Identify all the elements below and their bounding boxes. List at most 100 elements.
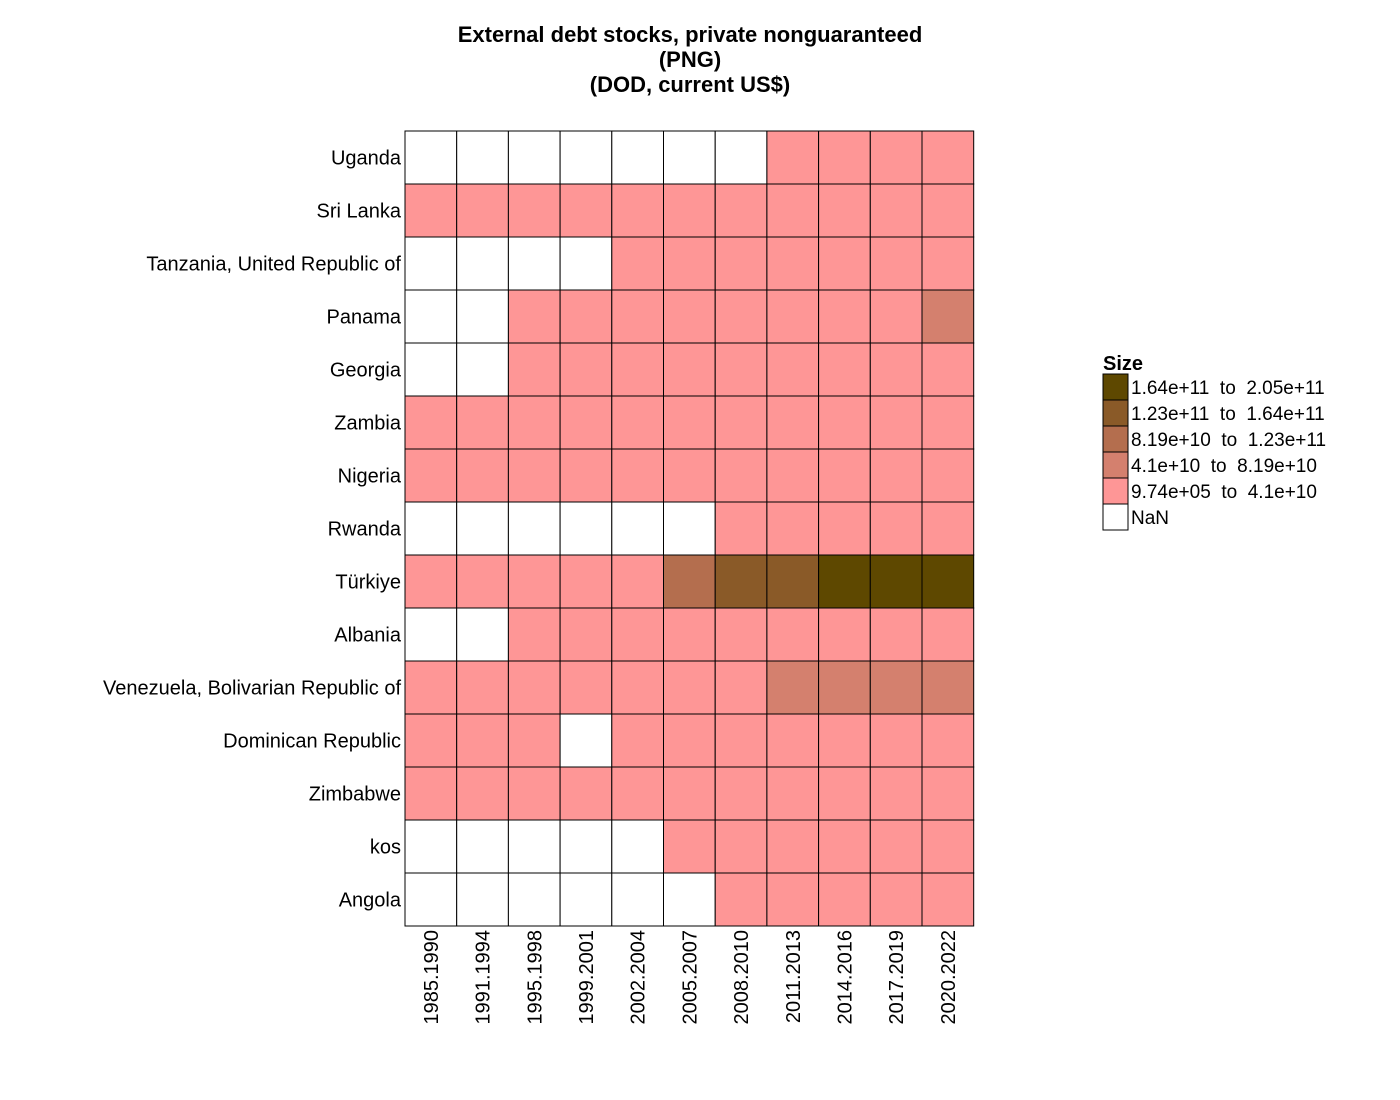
heatmap-cell <box>818 289 871 344</box>
heatmap-cell <box>921 660 975 715</box>
heatmap-cell <box>611 554 664 609</box>
heatmap-cell <box>869 395 923 450</box>
y-tick-label: Türkiye <box>335 572 401 594</box>
heatmap-cell <box>663 607 716 662</box>
heatmap-cell <box>404 395 458 450</box>
y-tick-label: Albania <box>334 625 402 647</box>
heatmap-cell <box>818 395 871 450</box>
legend-swatch <box>1102 399 1129 427</box>
y-tick-label: Zimbabwe <box>309 784 401 806</box>
heatmap-cell <box>559 554 613 609</box>
heatmap-cell <box>921 872 975 927</box>
heatmap-cell <box>559 872 613 927</box>
heatmap-cell <box>663 342 716 397</box>
heatmap-cell <box>818 236 871 291</box>
legend-swatch <box>1102 373 1129 401</box>
heatmap-cell <box>714 554 768 609</box>
heatmap-cell <box>869 607 923 662</box>
heatmap-cell <box>559 713 613 768</box>
heatmap-cell <box>404 872 458 927</box>
x-tick-label: 2017.2019 <box>886 930 908 1025</box>
x-tick-label: 2008.2010 <box>731 930 753 1025</box>
heatmap-cell <box>404 501 458 556</box>
legend-label: NaN <box>1131 508 1169 529</box>
heatmap-cell <box>869 183 923 238</box>
heatmap-cell <box>611 872 664 927</box>
heatmap-cell <box>869 342 923 397</box>
y-tick-label: kos <box>370 837 401 859</box>
heatmap-cell <box>456 660 509 715</box>
y-tick-label: Tanzania, United Republic of <box>146 254 401 276</box>
chart-title-line-1: External debt stocks, private nonguarant… <box>457 22 923 47</box>
heatmap-cell <box>869 289 923 344</box>
heatmap-cell <box>611 342 664 397</box>
heatmap-cell <box>766 660 820 715</box>
heatmap-cell <box>507 183 561 238</box>
heatmap-cell <box>456 236 509 291</box>
heatmap-cell <box>663 713 716 768</box>
heatmap-cell <box>404 289 458 344</box>
heatmap-cell <box>456 130 509 185</box>
heatmap-cell <box>818 713 871 768</box>
heatmap-cell <box>559 766 613 821</box>
heatmap-cell <box>714 289 768 344</box>
heatmap-cell <box>611 236 664 291</box>
heatmap-cell <box>456 713 509 768</box>
heatmap-cell <box>559 183 613 238</box>
heatmap-cell <box>921 554 975 609</box>
y-tick-label: Venezuela, Bolivarian Republic of <box>103 678 401 700</box>
heatmap-cell <box>869 819 923 874</box>
heatmap-cell <box>456 766 509 821</box>
heatmap-cell <box>456 607 509 662</box>
chart-title-line-2: (PNG) <box>658 47 722 72</box>
heatmap-cell <box>611 130 664 185</box>
heatmap-cell <box>714 501 768 556</box>
heatmap-cell <box>456 448 509 503</box>
heatmap-cell <box>507 342 561 397</box>
y-tick-label: Zambia <box>334 413 402 435</box>
heatmap-cell <box>559 819 613 874</box>
heatmap-cell <box>818 819 871 874</box>
heatmap-cell <box>921 501 975 556</box>
heatmap-cell <box>714 872 768 927</box>
heatmap-cell <box>663 872 716 927</box>
heatmap-cell <box>766 554 820 609</box>
heatmap-cell <box>818 501 871 556</box>
heatmap-cell <box>714 819 768 874</box>
legend-label: 9.74e+05 to 4.1e+10 <box>1131 482 1317 503</box>
heatmap-cell <box>404 819 458 874</box>
heatmap-cell <box>869 448 923 503</box>
heatmap-cell <box>714 448 768 503</box>
heatmap-cell <box>714 130 768 185</box>
heatmap-cell <box>921 289 975 344</box>
heatmap-cell <box>559 130 613 185</box>
heatmap-cell <box>559 660 613 715</box>
heatmap-cell <box>921 819 975 874</box>
heatmap-cell <box>404 130 458 185</box>
x-tick-label: 2014.2016 <box>834 930 856 1025</box>
y-tick-label: Rwanda <box>328 519 402 541</box>
heatmap-cell <box>456 554 509 609</box>
heatmap-cell <box>921 183 975 238</box>
heatmap-cell <box>559 289 613 344</box>
heatmap-cell <box>663 130 716 185</box>
legend-swatch <box>1102 477 1129 505</box>
heatmap-cell <box>456 183 509 238</box>
heatmap-cell <box>714 607 768 662</box>
heatmap-cell <box>507 766 561 821</box>
x-tick-label: 1985.1990 <box>421 930 443 1025</box>
heatmap-cell <box>921 713 975 768</box>
heatmap-cell <box>507 289 561 344</box>
heatmap-cell <box>766 448 820 503</box>
heatmap-cell <box>818 130 871 185</box>
x-axis-labels: 1985.1990 1991.1994 1995.1998 1999.2001 2002… <box>421 930 960 1025</box>
heatmap-cell <box>818 660 871 715</box>
heatmap-cell <box>404 766 458 821</box>
heatmap-cell <box>766 607 820 662</box>
heatmap-cell <box>869 501 923 556</box>
heatmap-cell <box>921 342 975 397</box>
heatmap-cell <box>921 448 975 503</box>
heatmap-cell <box>663 183 716 238</box>
heatmap-cell <box>766 766 820 821</box>
